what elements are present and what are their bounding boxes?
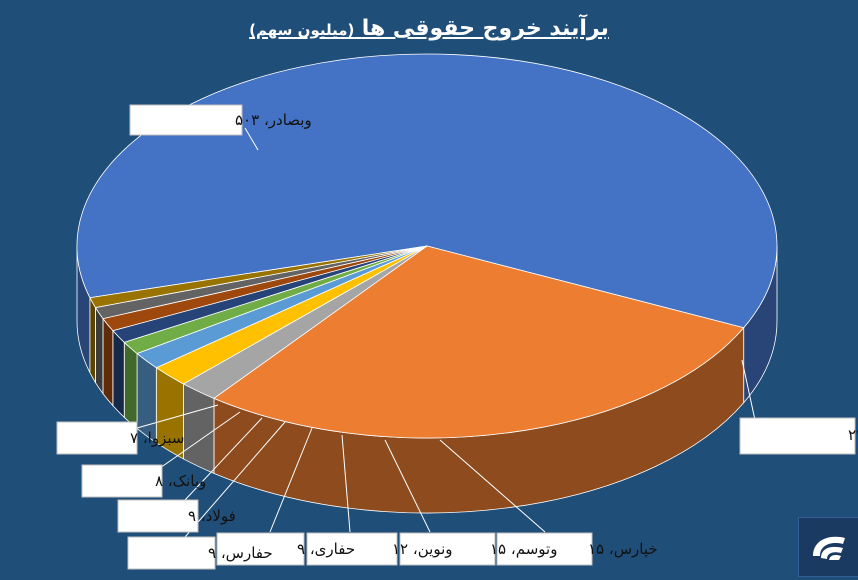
slice-7-side	[102, 317, 114, 407]
leader-line	[129, 404, 219, 431]
data-label-7: فولاد، ۹	[117, 417, 263, 533]
slice-label: حفاری، ۹	[297, 540, 355, 558]
slice-2-side	[183, 383, 215, 474]
slice-label: فولاد، ۹	[188, 507, 236, 525]
label-box	[127, 536, 216, 570]
label-box	[496, 532, 593, 566]
pie-tops	[76, 53, 778, 439]
slice-label: وبانک، ۸	[155, 472, 206, 490]
slice-label: وتجارت، ۲۳۳	[848, 426, 858, 444]
leader-line	[741, 359, 756, 421]
data-label-3: وتوسم، ۱۵	[384, 439, 557, 566]
slice-label: خپارس، ۱۵	[588, 540, 658, 559]
leader-line	[184, 417, 263, 501]
slice-label: سبزوا، ۷	[130, 429, 184, 447]
data-label-0: وبصادر، ۵۰۳	[129, 104, 312, 151]
data-label-6: حفارس، ۹	[127, 421, 286, 570]
label-box	[56, 421, 138, 455]
leader-line	[384, 439, 431, 533]
data-label-1: وتجارت، ۲۳۳	[739, 359, 858, 455]
chart-title-unit: (میلیون سهم)	[249, 21, 355, 39]
leader-line	[184, 421, 286, 538]
leader-line	[269, 427, 313, 533]
leader-line	[149, 411, 241, 476]
logo-icon	[798, 517, 858, 577]
label-box	[739, 417, 856, 455]
data-label-9: سبزوا، ۷	[56, 404, 219, 455]
chart-title-main: برآیند خروج حقوقی ها	[361, 16, 609, 41]
data-label-4: ونوین، ۱۲	[306, 434, 453, 566]
slice-label: ونوین، ۱۲	[392, 540, 453, 558]
data-labels: وبصادر، ۵۰۳ وتجارت، ۲۳۳ خپارس، ۱۵ وتوسم، ۱۵…	[56, 104, 858, 570]
slice-8-side	[95, 306, 104, 395]
data-label-2: خپارس، ۱۵	[439, 439, 658, 566]
slice-label: وبصادر، ۵۰۳	[235, 111, 312, 129]
slice-0-top	[76, 53, 778, 329]
slice-6-side	[112, 329, 125, 419]
label-box	[117, 499, 199, 533]
leader-line	[244, 127, 259, 151]
label-box	[216, 532, 305, 566]
leader-line	[439, 439, 546, 533]
slice-label: حفارس، ۹	[208, 544, 273, 562]
label-box	[306, 532, 398, 566]
slice-9-top	[89, 245, 428, 309]
slice-label: وتوسم، ۱۵	[490, 540, 557, 558]
label-box	[81, 464, 163, 498]
leader-line	[341, 434, 351, 533]
slice-1-top	[213, 245, 745, 439]
data-label-8: وبانک، ۸	[81, 411, 241, 498]
chart-title: برآیند خروج حقوقی ها (میلیون سهم)	[0, 16, 858, 41]
data-label-5: حفاری، ۹	[216, 427, 355, 566]
label-box	[399, 532, 496, 566]
slice-9-side	[89, 297, 96, 384]
slice-5-side	[123, 341, 138, 430]
label-box	[129, 104, 243, 136]
